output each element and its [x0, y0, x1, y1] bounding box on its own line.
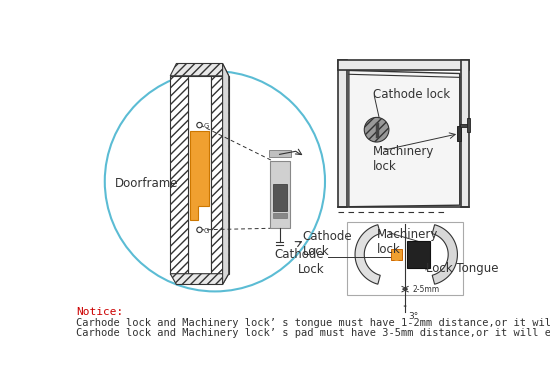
Circle shape: [197, 122, 202, 128]
Bar: [456, 126, 461, 141]
Bar: [406, 241, 430, 268]
Bar: [460, 124, 469, 127]
Text: G: G: [204, 123, 208, 129]
Polygon shape: [170, 76, 188, 274]
Bar: [461, 61, 469, 207]
Polygon shape: [223, 64, 229, 284]
Text: 2-5mm: 2-5mm: [412, 285, 440, 294]
Polygon shape: [170, 64, 229, 76]
Text: 3°: 3°: [408, 312, 419, 321]
Bar: [466, 118, 470, 132]
Polygon shape: [211, 76, 229, 274]
Bar: [338, 61, 348, 207]
Polygon shape: [190, 131, 209, 220]
Text: Machinery
lock: Machinery lock: [377, 228, 438, 256]
Text: Cathode
Lock: Cathode Lock: [302, 230, 353, 258]
Bar: [338, 61, 469, 70]
Polygon shape: [349, 71, 460, 207]
Bar: [391, 249, 402, 260]
Text: Doorframe: Doorframe: [116, 177, 179, 190]
Text: Carhode lock and Machinery lock’ s tongue must have 1-2mm distance,or it will ef: Carhode lock and Machinery lock’ s tongu…: [76, 318, 550, 327]
Text: Machinery
lock: Machinery lock: [373, 145, 434, 173]
Circle shape: [364, 118, 389, 142]
Circle shape: [197, 227, 202, 232]
Bar: [188, 76, 211, 274]
Text: G: G: [204, 228, 208, 234]
Text: Carhode lock and Machinery lock’ s pad must have 3-5mm distance,or it will effec: Carhode lock and Machinery lock’ s pad m…: [76, 327, 550, 338]
Bar: [273, 184, 287, 211]
Bar: [273, 213, 287, 218]
Polygon shape: [170, 274, 229, 284]
Bar: [271, 161, 290, 228]
Bar: [348, 222, 463, 295]
Polygon shape: [432, 225, 458, 284]
Polygon shape: [355, 225, 380, 284]
Text: Cathode lock: Cathode lock: [373, 88, 450, 101]
Text: Lock Tongue: Lock Tongue: [426, 262, 498, 275]
Bar: [269, 150, 291, 158]
Text: Cathode
Lock: Cathode Lock: [274, 248, 324, 276]
Text: Notice:: Notice:: [76, 307, 124, 317]
